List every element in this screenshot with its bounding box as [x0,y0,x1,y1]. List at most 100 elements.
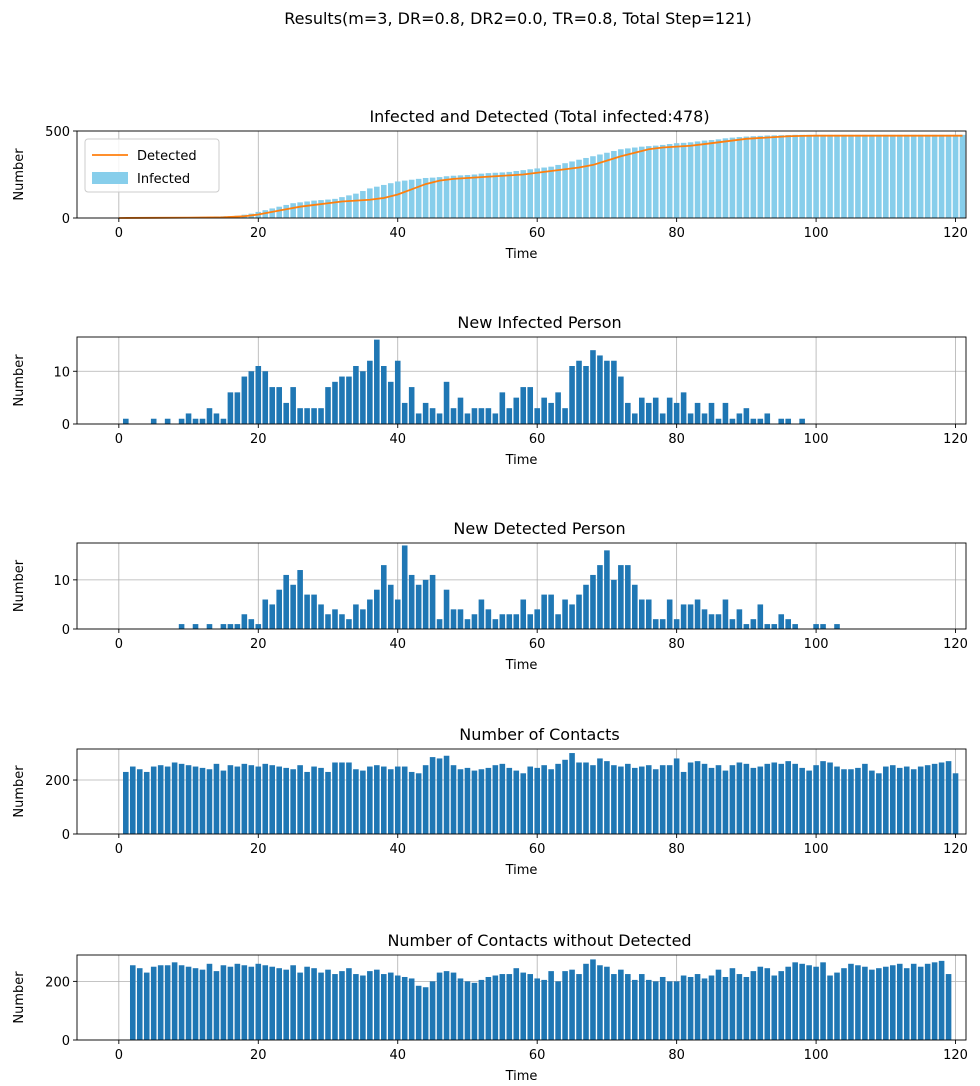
bar [290,203,296,218]
y-tick-label: 0 [62,828,70,843]
bar [199,969,206,1040]
bar [764,968,771,1040]
bar [394,360,401,424]
bar [143,771,150,834]
bar [785,761,791,834]
bar [625,565,631,629]
bar [429,408,436,424]
x-tick-label: 40 [389,226,406,241]
bar [353,193,359,218]
bar [248,966,255,1040]
bar [485,609,492,629]
axes-frame [76,542,967,630]
bar [604,550,610,629]
axes-frame [76,748,967,835]
bar [276,968,282,1040]
bar [757,418,764,424]
series-bars [123,134,966,218]
bar [534,767,540,834]
bar [269,765,276,834]
bar [422,987,429,1040]
bar [729,619,736,629]
bar [541,397,547,424]
bar [318,972,324,1040]
series-bars [178,545,840,629]
bar [729,968,736,1040]
bar [945,134,952,218]
bar [785,135,791,218]
bar [248,371,255,424]
bar [290,387,296,424]
bar [590,156,596,218]
bar [959,134,966,218]
bar [645,599,652,629]
bar [611,765,617,834]
x-tick-label: 0 [115,432,123,447]
x-tick-label: 0 [115,1048,123,1063]
bar [178,763,185,834]
bar [401,766,408,834]
bar [220,624,227,629]
bar [457,609,464,629]
bar [625,402,631,424]
bar [604,966,610,1040]
bar [415,178,422,218]
bar [199,418,206,424]
bar [618,969,624,1040]
bar [736,762,743,834]
bar [680,975,687,1040]
bar [820,134,826,218]
bar [283,574,289,629]
bar [569,604,575,629]
x-tick-label: 40 [389,1048,406,1063]
x-tick-label: 0 [115,226,123,241]
bar [513,614,520,629]
x-tick-label: 100 [804,432,829,447]
bar [227,392,234,424]
bar [269,208,276,218]
bar [262,371,269,424]
bar [576,594,582,629]
bar [415,773,422,834]
bar [862,763,868,834]
bar [171,762,178,834]
bar [785,966,791,1040]
bar [422,177,429,218]
bar [632,767,638,834]
bar [931,763,938,834]
bar [729,418,736,424]
bar [799,134,805,218]
bar [429,177,436,218]
bar [450,609,457,629]
bar [632,979,638,1040]
bar [590,350,596,424]
bar [499,172,506,218]
bar [931,134,938,218]
bar [297,408,303,424]
bar [394,181,401,218]
bar [757,604,764,629]
bar [645,979,652,1040]
bar [708,614,715,629]
bar [415,584,422,629]
bar [666,144,673,218]
bar [604,152,610,218]
bar [666,599,673,629]
bar [464,413,471,424]
x-tick-label: 80 [668,637,685,652]
bar [164,766,171,834]
bar [778,614,785,629]
bar [513,171,520,218]
bar [952,134,959,218]
bar [736,137,743,218]
bar [750,418,757,424]
bar [353,974,359,1040]
bar [555,392,561,424]
bar [360,975,366,1040]
bar [283,969,289,1040]
bar [680,771,687,834]
bar [827,975,833,1040]
bar [464,767,471,834]
bar [917,766,924,834]
x-tick-label: 20 [250,432,267,447]
